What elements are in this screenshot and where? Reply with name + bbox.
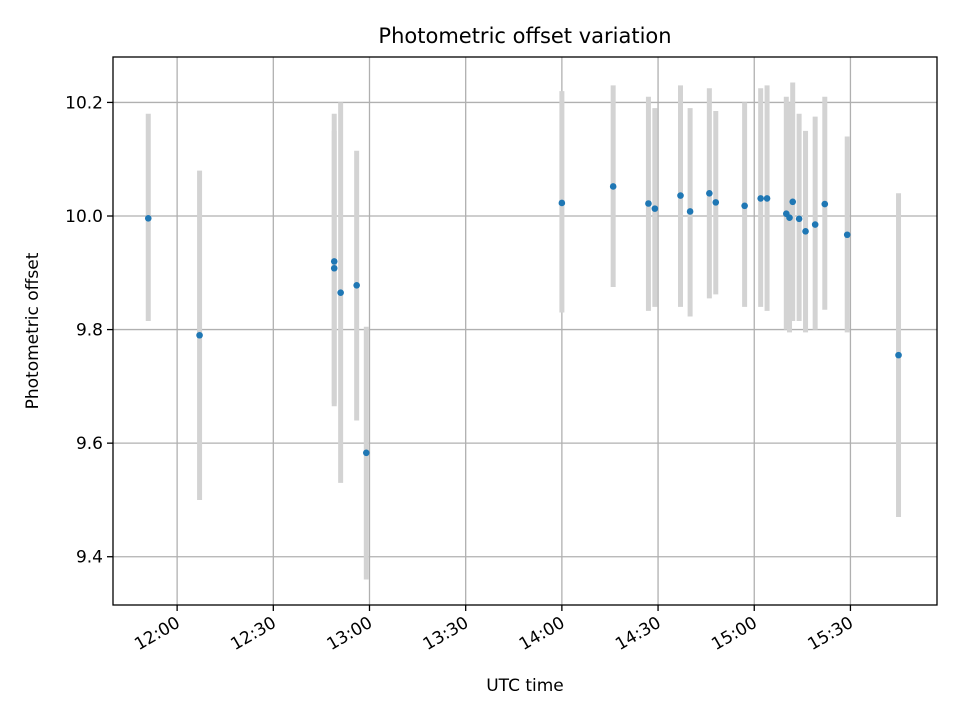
- y-tick-label: 9.4: [76, 548, 103, 568]
- data-point: [763, 195, 771, 202]
- data-point: [895, 351, 902, 359]
- data-point: [786, 214, 793, 222]
- data-point: [706, 189, 713, 197]
- data-point: [144, 214, 152, 222]
- data-point: [712, 199, 720, 206]
- data-point: [741, 202, 748, 210]
- y-tick-label: 9.6: [76, 434, 103, 454]
- data-points: [144, 183, 902, 457]
- data-point: [686, 208, 694, 215]
- y-axis-ticks: 9.4 9.6 9.8 10.0 10.2: [65, 93, 113, 568]
- data-point: [330, 258, 338, 265]
- grid-lines: [113, 57, 937, 605]
- data-point: [558, 199, 566, 207]
- data-point: [757, 195, 764, 202]
- y-tick-label: 9.8: [76, 321, 103, 341]
- data-point: [353, 281, 360, 289]
- y-axis-label: Photometric offset: [23, 252, 43, 409]
- data-point: [677, 192, 684, 199]
- data-point: [651, 205, 659, 212]
- data-point: [645, 200, 652, 207]
- data-point: [789, 198, 797, 206]
- data-point: [362, 449, 370, 457]
- data-point: [795, 215, 803, 223]
- y-tick-label: 10.2: [65, 93, 103, 113]
- chart-title: Photometric offset variation: [378, 24, 671, 48]
- data-point: [821, 200, 829, 208]
- data-point: [843, 231, 851, 239]
- data-point: [609, 183, 617, 190]
- x-axis-label: UTC time: [486, 676, 564, 696]
- data-point: [802, 228, 809, 235]
- y-tick-label: 10.0: [65, 207, 103, 227]
- data-point: [196, 331, 203, 339]
- data-point: [330, 264, 338, 272]
- data-point: [811, 221, 819, 228]
- data-point: [337, 289, 344, 296]
- plot-frame: [112, 56, 938, 606]
